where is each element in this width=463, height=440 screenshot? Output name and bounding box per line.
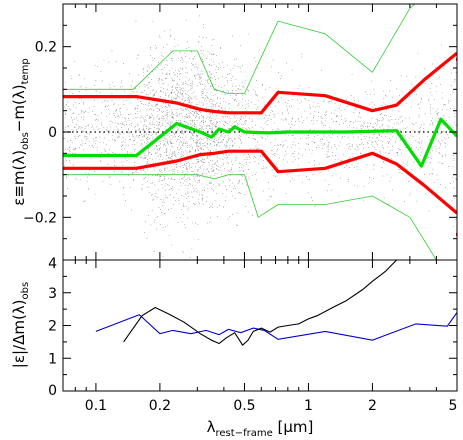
top-panel-curves bbox=[63, 4, 457, 260]
series-upper-envelope bbox=[63, 51, 457, 115]
bottom-y-tick-label: 4 bbox=[48, 256, 57, 272]
bottom-series-blue bbox=[95, 312, 457, 341]
series-lower-envelope bbox=[63, 149, 457, 215]
tick-labels: −0.2 0 0.2 0 1 2 3 4 0.1 0.2 0.5 1 2 5 bbox=[23, 40, 457, 414]
scatter-points bbox=[63, 15, 457, 258]
top-panel-scatter-points bbox=[63, 15, 457, 258]
bottom-y-axis-label: |ε|/Δm(λ)obs bbox=[10, 282, 31, 368]
series-upper-sigma bbox=[63, 4, 416, 94]
top-y-tick-label: −0.2 bbox=[23, 210, 57, 226]
top-y-axis-label: ε≡m(λ)obs−m(λ)temp bbox=[10, 58, 31, 206]
bottom-series-black bbox=[123, 260, 398, 346]
bottom-panel-curves bbox=[95, 260, 457, 346]
series-lower-sigma bbox=[63, 174, 437, 260]
x-tick-label: 5 bbox=[449, 398, 458, 414]
x-tick-label: 2 bbox=[368, 398, 377, 414]
x-tick-label: 0.1 bbox=[85, 398, 107, 414]
x-tick-label: 0.5 bbox=[233, 398, 255, 414]
bottom-y-tick-label: 1 bbox=[48, 351, 57, 367]
bottom-y-tick-label: 0 bbox=[48, 383, 57, 399]
x-axis-label: λrest−frame [μm] bbox=[207, 418, 314, 439]
top-y-tick-label: 0.2 bbox=[35, 40, 57, 56]
series-median bbox=[63, 117, 457, 168]
top-y-tick-label: 0 bbox=[48, 125, 57, 141]
axes bbox=[62, 3, 458, 392]
x-tick-label: 1 bbox=[304, 398, 313, 414]
bottom-y-tick-label: 2 bbox=[48, 319, 57, 335]
x-tick-label: 0.2 bbox=[149, 398, 171, 414]
bottom-panel-frame bbox=[62, 259, 458, 392]
bottom-y-tick-label: 3 bbox=[48, 286, 57, 302]
